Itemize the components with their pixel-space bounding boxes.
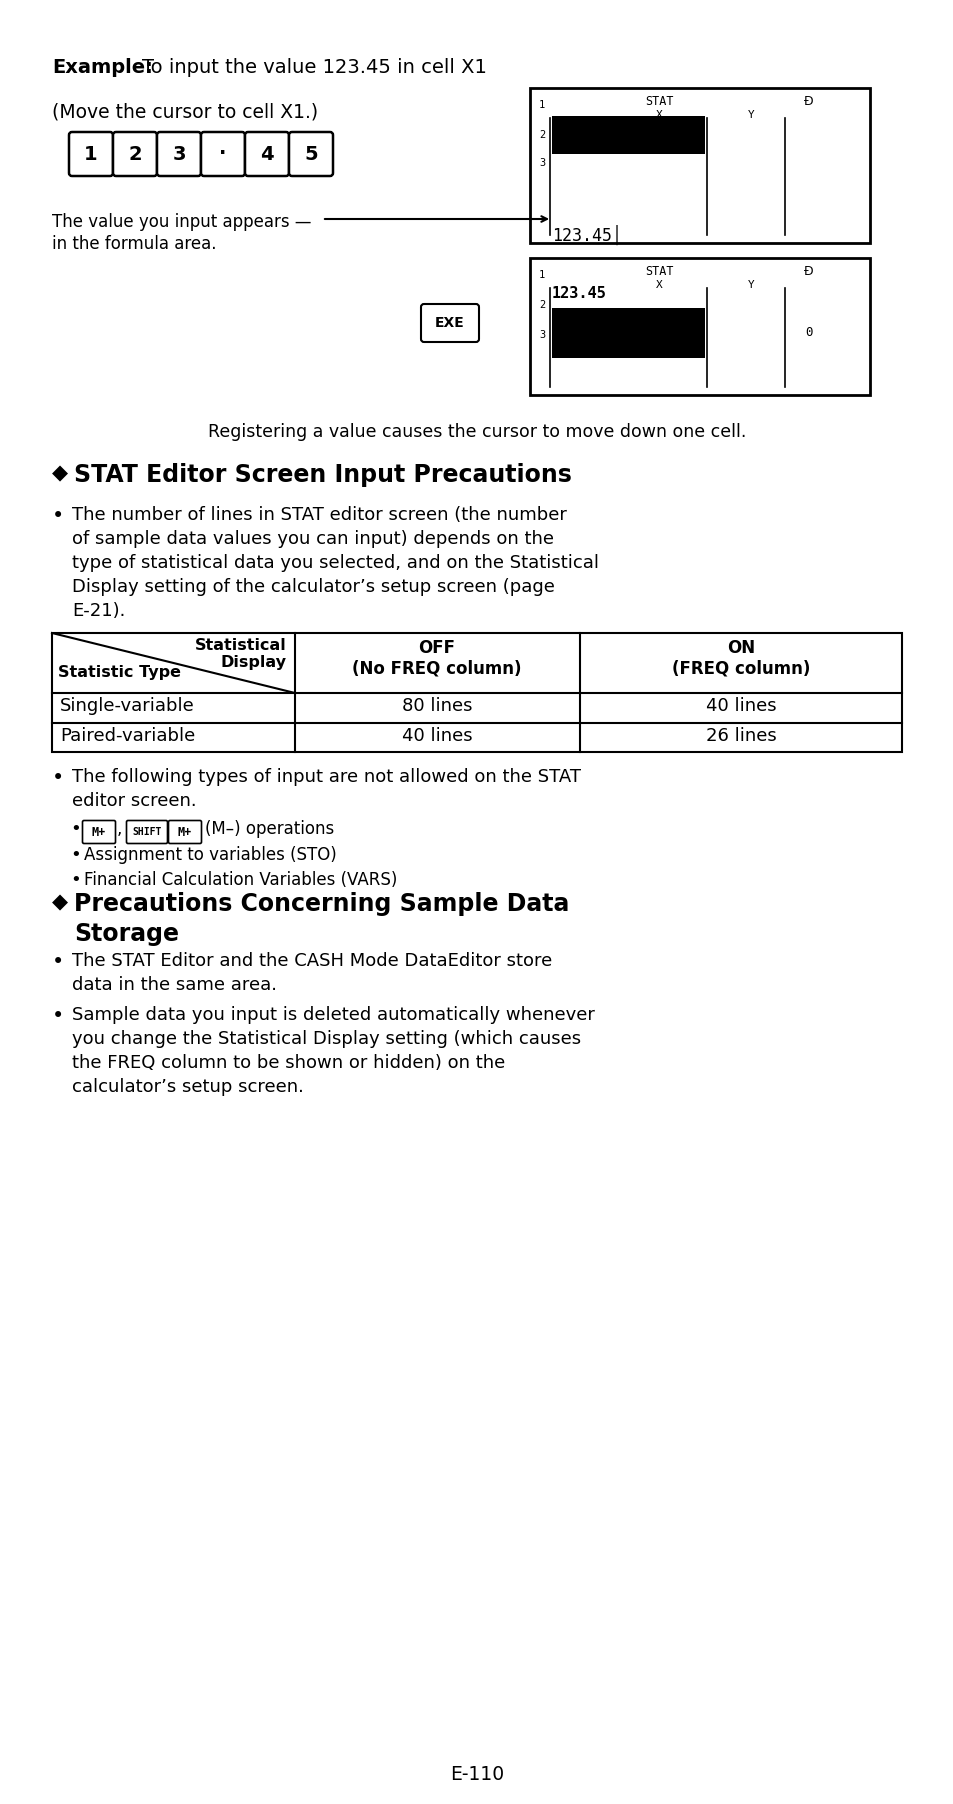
Text: The number of lines in STAT editor screen (the number: The number of lines in STAT editor scree… — [71, 505, 566, 523]
Text: Storage: Storage — [74, 922, 179, 945]
Text: Statistic Type: Statistic Type — [58, 666, 181, 680]
Text: 40 lines: 40 lines — [401, 727, 472, 745]
Text: STAT Editor Screen Input Precautions: STAT Editor Screen Input Precautions — [74, 464, 571, 487]
Text: Single-variable: Single-variable — [60, 696, 194, 714]
Text: 0: 0 — [804, 327, 812, 339]
Text: 2: 2 — [538, 130, 544, 141]
Text: 3: 3 — [172, 144, 186, 164]
Text: M+: M+ — [177, 826, 192, 839]
Text: •: • — [52, 505, 64, 527]
Text: 4: 4 — [260, 144, 274, 164]
FancyBboxPatch shape — [157, 132, 201, 177]
Text: Đ: Đ — [803, 96, 813, 108]
Text: SHIFT: SHIFT — [132, 826, 161, 837]
Text: Paired-variable: Paired-variable — [60, 727, 195, 745]
Text: 1: 1 — [538, 99, 544, 110]
Text: 26 lines: 26 lines — [705, 727, 776, 745]
Text: •: • — [70, 846, 81, 864]
Text: E-21).: E-21). — [71, 603, 125, 621]
FancyBboxPatch shape — [82, 821, 115, 844]
Text: •: • — [52, 1007, 64, 1026]
Text: •: • — [52, 953, 64, 972]
Text: Precautions Concerning Sample Data: Precautions Concerning Sample Data — [74, 891, 569, 916]
Text: The following types of input are not allowed on the STAT: The following types of input are not all… — [71, 769, 580, 787]
Text: (M–) operations: (M–) operations — [205, 821, 334, 839]
FancyBboxPatch shape — [169, 821, 201, 844]
Text: Example:: Example: — [52, 58, 152, 78]
Text: Registering a value causes the cursor to move down one cell.: Registering a value causes the cursor to… — [208, 422, 745, 440]
Text: X: X — [655, 280, 662, 290]
Text: Assignment to variables (STO): Assignment to variables (STO) — [84, 846, 336, 864]
Text: the FREQ column to be shown or hidden) on the: the FREQ column to be shown or hidden) o… — [71, 1054, 505, 1072]
Text: To input the value 123.45 in cell X1: To input the value 123.45 in cell X1 — [142, 58, 486, 78]
Text: 123.45│: 123.45│ — [552, 226, 621, 245]
Text: ·: · — [219, 144, 227, 164]
Text: ◆: ◆ — [52, 464, 68, 483]
Text: Statistical
Display: Statistical Display — [195, 639, 287, 671]
Text: (Move the cursor to cell X1.): (Move the cursor to cell X1.) — [52, 103, 317, 123]
Text: ON
(FREQ column): ON (FREQ column) — [671, 639, 809, 678]
FancyBboxPatch shape — [112, 132, 157, 177]
FancyBboxPatch shape — [201, 132, 245, 177]
Text: X: X — [655, 110, 662, 121]
Text: you change the Statistical Display setting (which causes: you change the Statistical Display setti… — [71, 1030, 580, 1048]
Text: •: • — [70, 821, 81, 839]
Text: 3: 3 — [538, 330, 544, 339]
Text: 123.45: 123.45 — [552, 287, 606, 301]
Text: editor screen.: editor screen. — [71, 792, 196, 810]
FancyBboxPatch shape — [245, 132, 289, 177]
Text: Y: Y — [747, 280, 754, 290]
FancyBboxPatch shape — [69, 132, 112, 177]
Bar — [530, 88, 869, 244]
Text: data in the same area.: data in the same area. — [71, 976, 276, 994]
Text: STAT: STAT — [644, 96, 673, 108]
Text: OFF
(No FREQ column): OFF (No FREQ column) — [352, 639, 521, 678]
FancyBboxPatch shape — [289, 132, 333, 177]
Text: Đ: Đ — [803, 265, 813, 278]
Text: 3: 3 — [538, 159, 544, 168]
FancyBboxPatch shape — [420, 305, 478, 343]
Text: •: • — [52, 769, 64, 788]
Text: STAT: STAT — [644, 265, 673, 278]
Text: Display setting of the calculator’s setup screen (page: Display setting of the calculator’s setu… — [71, 577, 555, 595]
Text: M+: M+ — [91, 826, 106, 839]
Text: 1: 1 — [538, 271, 544, 280]
Text: 5: 5 — [304, 144, 317, 164]
Text: 1: 1 — [84, 144, 98, 164]
Bar — [530, 258, 869, 395]
Text: •: • — [70, 871, 81, 889]
Text: 80 lines: 80 lines — [401, 696, 472, 714]
Text: Financial Calculation Variables (VARS): Financial Calculation Variables (VARS) — [84, 871, 397, 889]
Text: Y: Y — [747, 110, 754, 121]
Text: in the formula area.: in the formula area. — [52, 235, 216, 253]
Text: 40 lines: 40 lines — [705, 696, 776, 714]
Text: 2: 2 — [128, 144, 142, 164]
Text: E-110: E-110 — [450, 1764, 503, 1784]
Text: 2: 2 — [538, 299, 544, 310]
Text: The value you input appears —: The value you input appears — — [52, 213, 312, 231]
Text: Sample data you input is deleted automatically whenever: Sample data you input is deleted automat… — [71, 1007, 595, 1025]
FancyBboxPatch shape — [127, 821, 168, 844]
Bar — [552, 308, 704, 357]
Bar — [52, 633, 901, 752]
Text: ◆: ◆ — [52, 891, 68, 913]
Text: of sample data values you can input) depends on the: of sample data values you can input) dep… — [71, 530, 554, 548]
Text: EXE: EXE — [435, 316, 464, 330]
Text: ,: , — [117, 821, 122, 839]
Text: calculator’s setup screen.: calculator’s setup screen. — [71, 1079, 304, 1097]
Bar — [552, 115, 704, 153]
Text: type of statistical data you selected, and on the Statistical: type of statistical data you selected, a… — [71, 554, 598, 572]
Text: The STAT Editor and the CASH Mode DataEditor store: The STAT Editor and the CASH Mode DataEd… — [71, 953, 552, 971]
